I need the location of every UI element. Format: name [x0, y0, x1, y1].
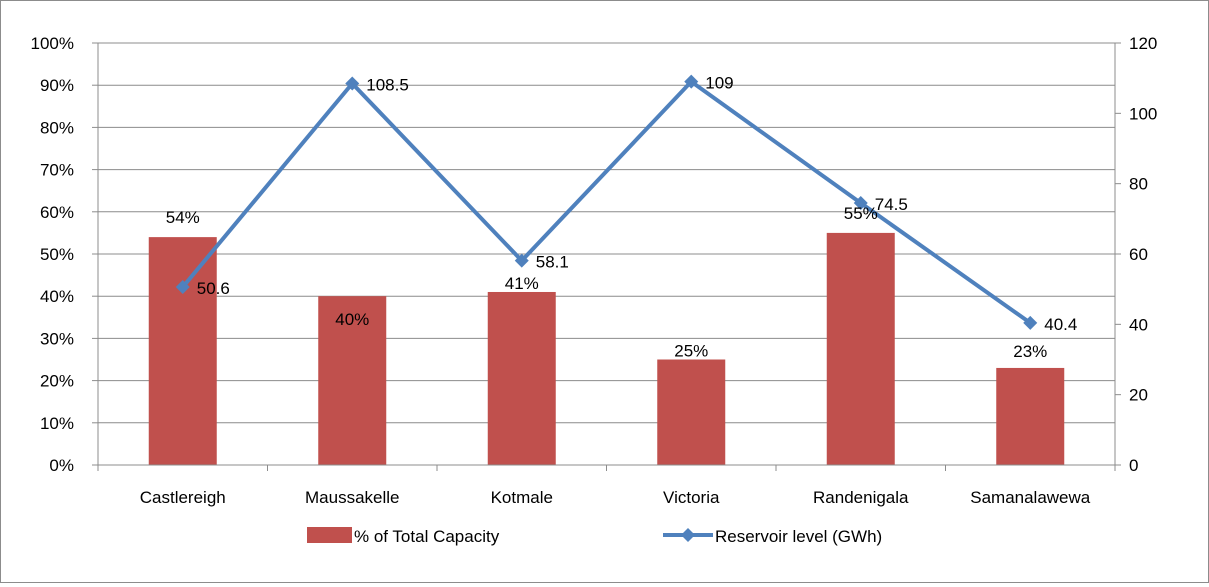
bar [657, 359, 726, 465]
legend-marker [681, 528, 695, 542]
axes: 0% 10% 20% 30% 40% 50% 60% 70% 80% 90% 100% 0 20 40 60… [31, 34, 1158, 507]
legend-label: % of Total Capacity [354, 527, 500, 546]
x-tick-label: Samanalawewa [970, 488, 1091, 507]
line-point [514, 253, 529, 268]
right-tick-label: 120 [1129, 34, 1157, 53]
left-tick-label: 20% [40, 372, 74, 391]
line-data-label: 58.1 [536, 253, 569, 272]
left-tick-label: 100% [31, 34, 74, 53]
line-point [175, 280, 190, 295]
right-tick-label: 0 [1129, 456, 1138, 475]
line-data-label: 74.5 [875, 195, 908, 214]
left-tick-label: 80% [40, 118, 74, 137]
right-tick-label: 20 [1129, 386, 1148, 405]
left-tick-label: 50% [40, 245, 74, 264]
x-tick-label: Randenigala [813, 488, 909, 507]
bar [148, 237, 217, 465]
line-data-label: 109 [705, 74, 733, 93]
right-tick-label: 40 [1129, 315, 1148, 334]
bar [318, 296, 387, 465]
bar-data-label: 40% [335, 310, 369, 329]
legend-swatch-bar [307, 527, 352, 543]
bar-data-label: 54% [166, 208, 200, 227]
line-point [684, 74, 699, 89]
x-tick-label: Castlereigh [140, 488, 226, 507]
bar-series [148, 232, 1065, 465]
left-tick-label: 90% [40, 76, 74, 95]
bar [826, 232, 895, 465]
line-point [1023, 315, 1038, 330]
line-path [181, 79, 1032, 325]
bar-data-label: 25% [674, 342, 708, 361]
bar-data-label: 23% [1013, 342, 1047, 361]
right-tick-label: 60 [1129, 245, 1148, 264]
left-tick-label: 60% [40, 203, 74, 222]
line-point [853, 196, 868, 211]
gridlines [98, 42, 1115, 424]
x-tick-label: Kotmale [491, 488, 553, 507]
right-tick-label: 100 [1129, 104, 1157, 123]
line-data-label: 40.4 [1044, 315, 1077, 334]
right-tick-label: 80 [1129, 175, 1148, 194]
line-data-label: 50.6 [197, 279, 230, 298]
bar-data-label: 41% [505, 274, 539, 293]
left-tick-label: 0% [49, 456, 74, 475]
left-tick-label: 40% [40, 287, 74, 306]
bar [996, 367, 1065, 465]
left-tick-label: 10% [40, 414, 74, 433]
legend-label: Reservoir level (GWh) [715, 527, 882, 546]
data-labels: 54% 40% 41% 25% 55% 23% 50.6 108.5 58.1 109 74.5 40… [166, 74, 1078, 361]
bar [487, 291, 556, 465]
line-series [175, 74, 1038, 330]
line-data-label: 108.5 [366, 75, 409, 94]
left-tick-label: 70% [40, 161, 74, 180]
legend: % of Total Capacity Reservoir level (GWh) [307, 527, 882, 546]
x-tick-label: Maussakelle [305, 488, 400, 507]
left-tick-label: 30% [40, 329, 74, 348]
line-point [345, 76, 360, 91]
bar-data-label: 55% [844, 204, 878, 223]
x-tick-label: Victoria [663, 488, 720, 507]
